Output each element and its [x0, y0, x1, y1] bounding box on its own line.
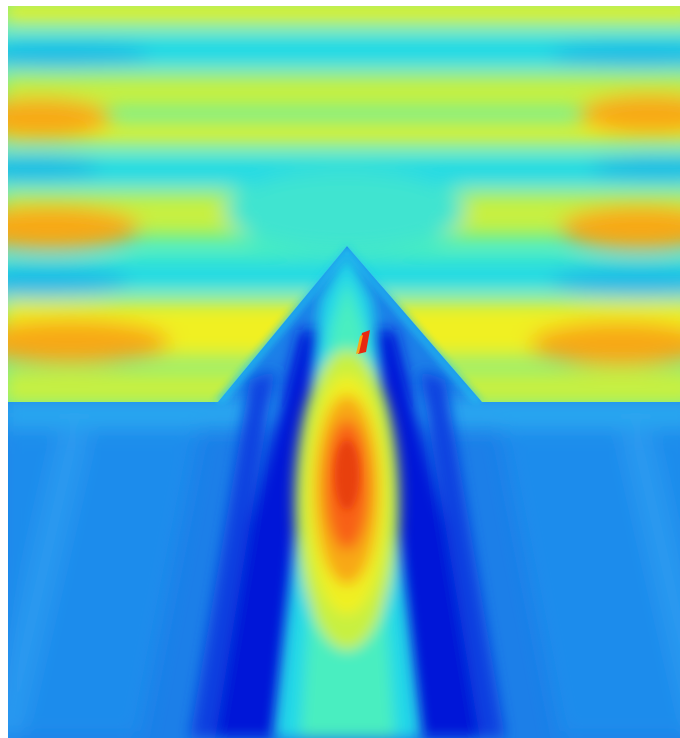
cone-edges — [215, 246, 482, 402]
red-marker — [358, 330, 370, 354]
red-marker-edge — [356, 335, 363, 354]
